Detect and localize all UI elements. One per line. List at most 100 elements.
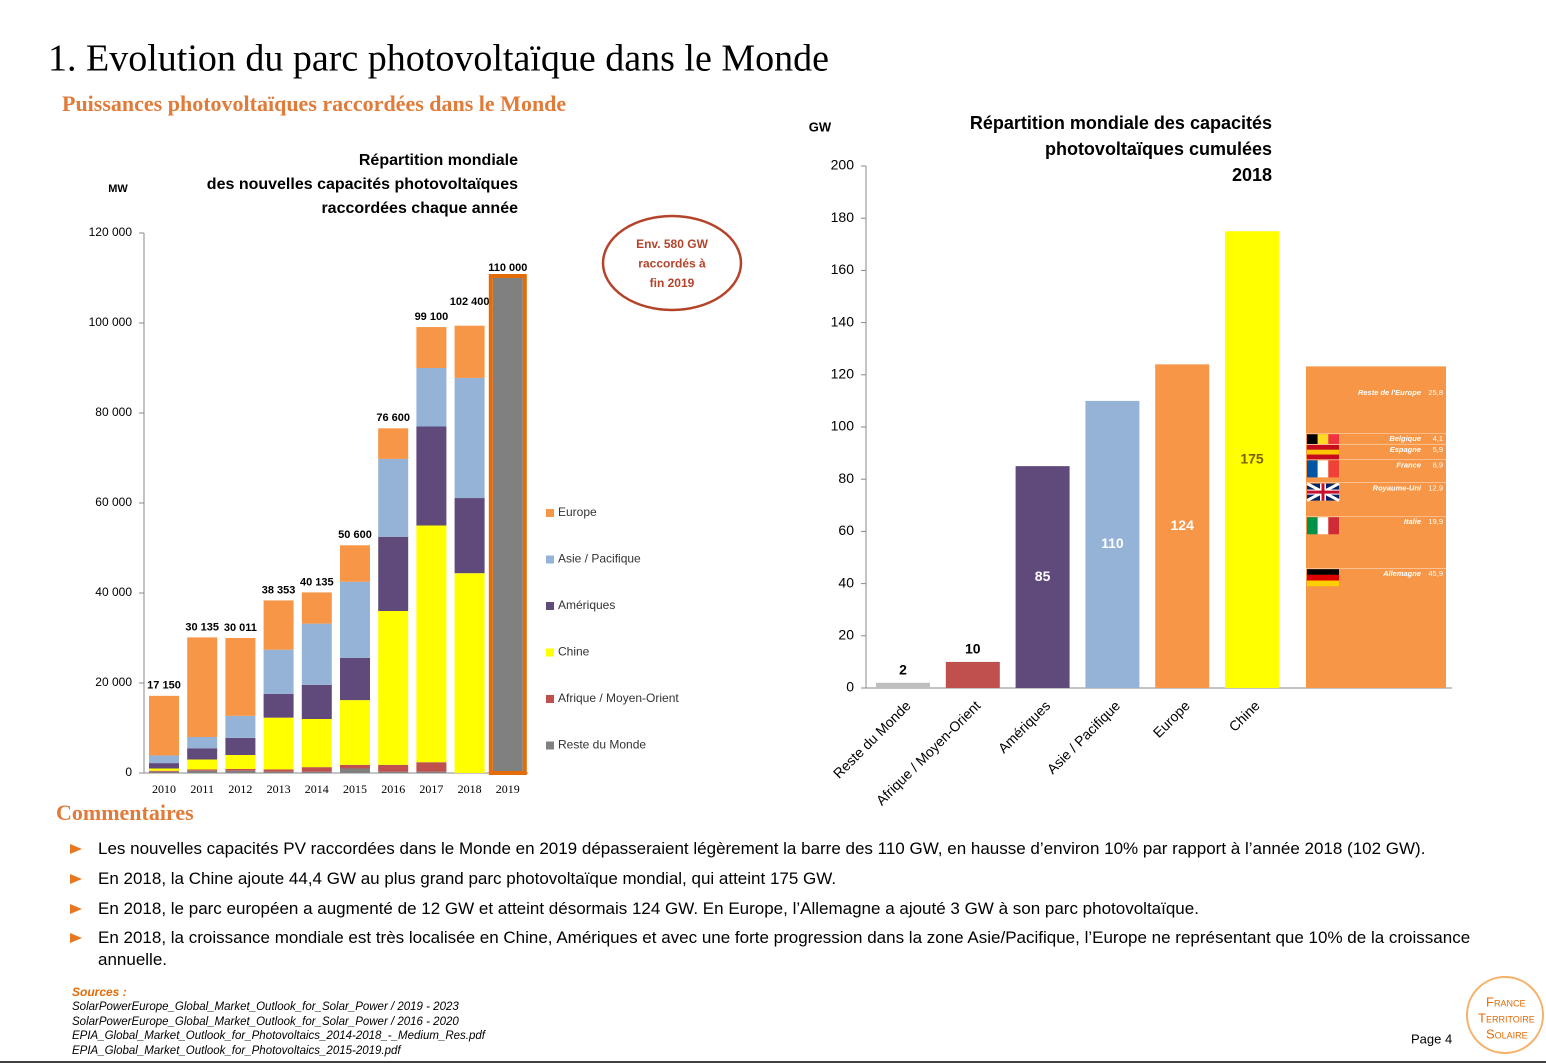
flag — [1317, 460, 1329, 478]
x-tick-label: Asie / Pacifique — [1044, 697, 1124, 777]
bar-segment — [149, 755, 179, 764]
bar — [1155, 364, 1210, 688]
inset-label: Belgique — [1389, 434, 1421, 443]
bar-segment — [225, 755, 256, 769]
inset-segment — [1306, 443, 1446, 460]
flag — [1321, 483, 1325, 501]
value-label: 10 — [965, 641, 981, 657]
bar-segment — [187, 769, 218, 771]
bar-segment — [225, 770, 256, 773]
x-tick-label: 2010 — [152, 782, 176, 796]
y-tick-label: 0 — [846, 679, 854, 695]
bar-segment — [378, 458, 409, 537]
total-label: 40 135 — [300, 576, 334, 588]
x-tick-label: 2017 — [419, 782, 443, 796]
y-tick-label: 20 000 — [95, 675, 132, 689]
bar — [1085, 400, 1140, 688]
legend-label: Reste du Monde — [558, 738, 646, 752]
bar-segment — [301, 719, 332, 768]
flag — [1307, 517, 1318, 535]
inset-label: Italie — [1404, 517, 1421, 526]
y-tick-label: 20 — [838, 627, 854, 643]
total-label: 17 150 — [147, 680, 181, 692]
bar-segment — [149, 763, 179, 769]
bar-segment — [301, 767, 332, 772]
bar-segment — [416, 525, 447, 763]
legend-swatch — [546, 648, 554, 657]
y-tick-label: 80 000 — [95, 405, 132, 419]
page-number: Page 4 — [1411, 1031, 1452, 1046]
y-tick-label: 60 000 — [95, 495, 132, 509]
value-label: 110 — [1101, 535, 1124, 551]
flag — [1328, 517, 1339, 535]
bar-segment — [225, 737, 256, 755]
inset-segment — [1306, 433, 1446, 444]
inset-value-label: 25,8 — [1428, 388, 1443, 397]
bar-segment — [416, 762, 447, 772]
x-tick-label: Amériques — [995, 697, 1054, 756]
x-tick-label: Chine — [1226, 697, 1263, 734]
logo-text: Territoire — [1478, 1010, 1535, 1025]
bar-segment — [416, 426, 447, 526]
bar-segment — [454, 377, 485, 499]
comment-item: En 2018, le parc européen a augmenté de … — [70, 898, 1518, 920]
legend-label: Europe — [558, 505, 597, 519]
bar-segment — [149, 768, 179, 771]
y-tick-label: 60 — [838, 522, 854, 538]
logo-text: France — [1486, 994, 1525, 1009]
flag — [1317, 434, 1329, 444]
flag — [1307, 574, 1339, 581]
y-axis-label: MW — [108, 183, 128, 195]
inset-value-label: 12,9 — [1428, 484, 1443, 493]
value-label: 85 — [1035, 568, 1051, 584]
highlight-outline — [488, 274, 527, 775]
bar-segment — [225, 768, 256, 771]
value-label: 2 — [899, 661, 907, 677]
logo-circle — [1466, 976, 1544, 1054]
inset-segment — [1306, 365, 1446, 434]
bar-segment — [263, 769, 294, 772]
bar-segment — [263, 649, 294, 694]
flag — [1307, 449, 1339, 455]
source-item: SolarPowerEurope_Global_Market_Outlook_f… — [72, 1001, 459, 1013]
bar-segment — [187, 637, 218, 737]
bar-segment — [187, 737, 218, 749]
total-label: 38 353 — [262, 584, 296, 596]
comment-item: Les nouvelles capacités PV raccordées da… — [70, 838, 1518, 860]
inset-value-label: 8,9 — [1433, 460, 1443, 469]
bar-segment — [378, 536, 409, 611]
bar-segment — [187, 770, 218, 773]
bar-segment — [340, 700, 370, 765]
value-label: 124 — [1171, 517, 1195, 533]
flag — [1307, 454, 1339, 460]
inset-segment — [1306, 568, 1446, 688]
comment-item: En 2018, la croissance mondiale est très… — [70, 927, 1518, 971]
legend-label: Chine — [558, 645, 590, 659]
chart-title: Répartition mondiale — [359, 152, 518, 169]
logo-text: Solaire — [1486, 1026, 1528, 1041]
legend-swatch — [546, 695, 554, 703]
chart-title: 2018 — [1232, 165, 1272, 185]
bar-segment — [416, 327, 447, 368]
bar-segment — [340, 545, 370, 582]
flag — [1307, 569, 1339, 575]
inset-label: Royaume-Uni — [1373, 484, 1422, 493]
total-label: 102 400 — [450, 296, 490, 308]
bar-segment — [378, 764, 409, 772]
bar-segment — [187, 748, 218, 760]
bar-segment — [454, 573, 485, 773]
legend-label: Afrique / Moyen-Orient — [558, 691, 679, 705]
bar — [1015, 466, 1070, 688]
bar-segment — [492, 278, 523, 773]
y-tick-label: 120 — [831, 366, 855, 382]
x-tick-label: 2011 — [190, 782, 214, 796]
bar-segment — [149, 695, 179, 756]
inset-value-label: 45,9 — [1428, 569, 1443, 578]
annotation-ellipse — [601, 214, 743, 312]
source-item: SolarPowerEurope_Global_Market_Outlook_f… — [72, 1015, 459, 1028]
bar-segment — [378, 771, 409, 773]
x-tick-label: 2013 — [267, 782, 291, 796]
flag — [1328, 460, 1339, 478]
bar-segment — [263, 717, 294, 770]
